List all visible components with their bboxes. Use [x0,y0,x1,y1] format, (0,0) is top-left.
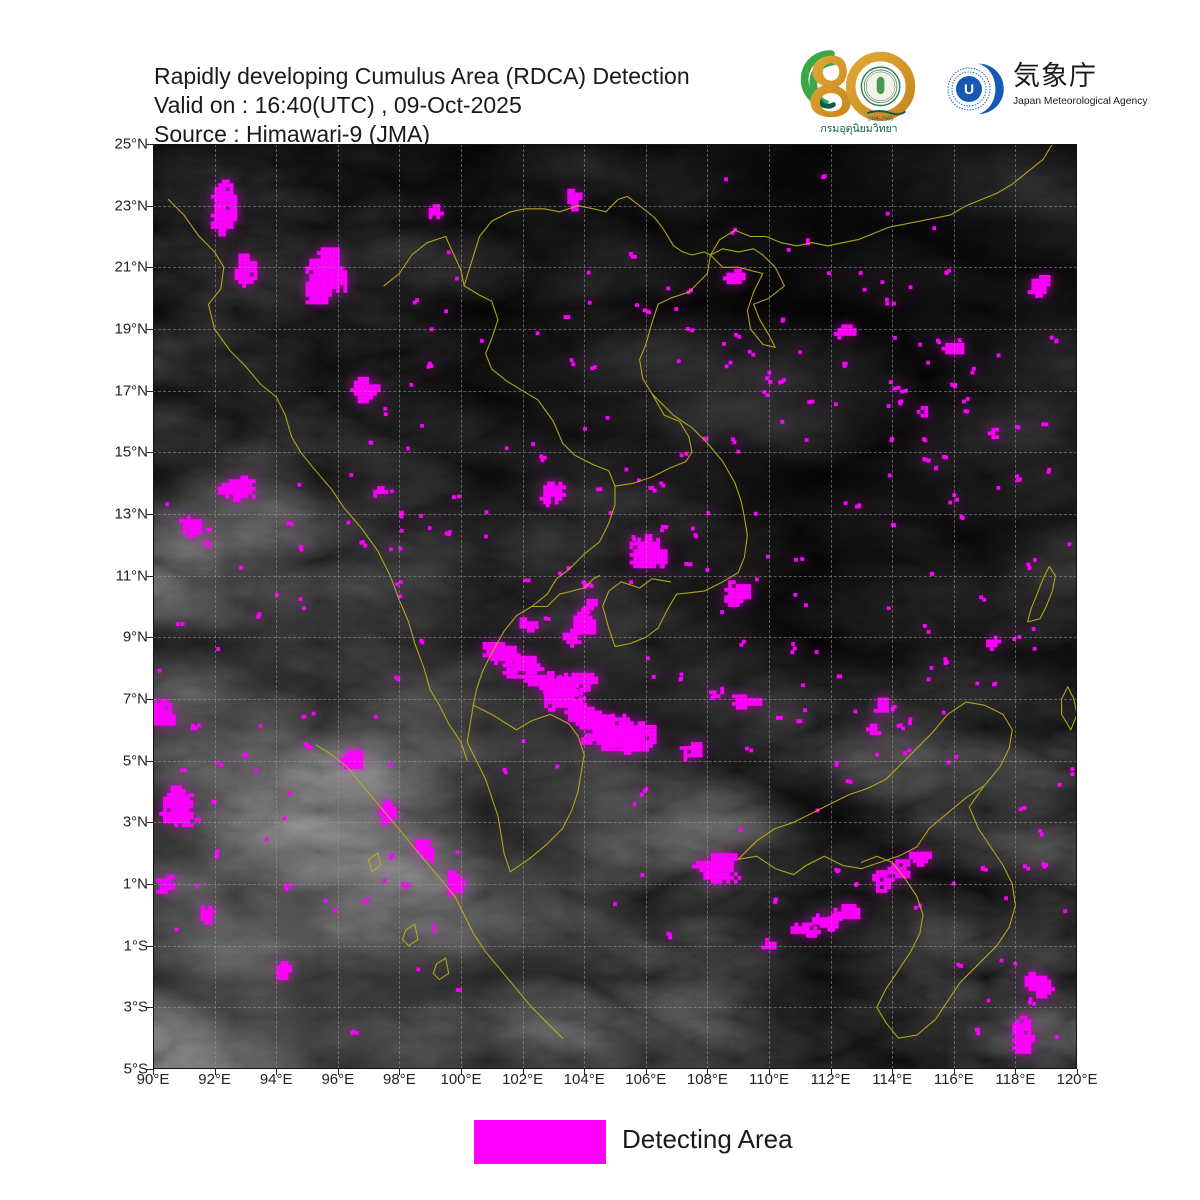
svg-text:U: U [964,81,974,97]
